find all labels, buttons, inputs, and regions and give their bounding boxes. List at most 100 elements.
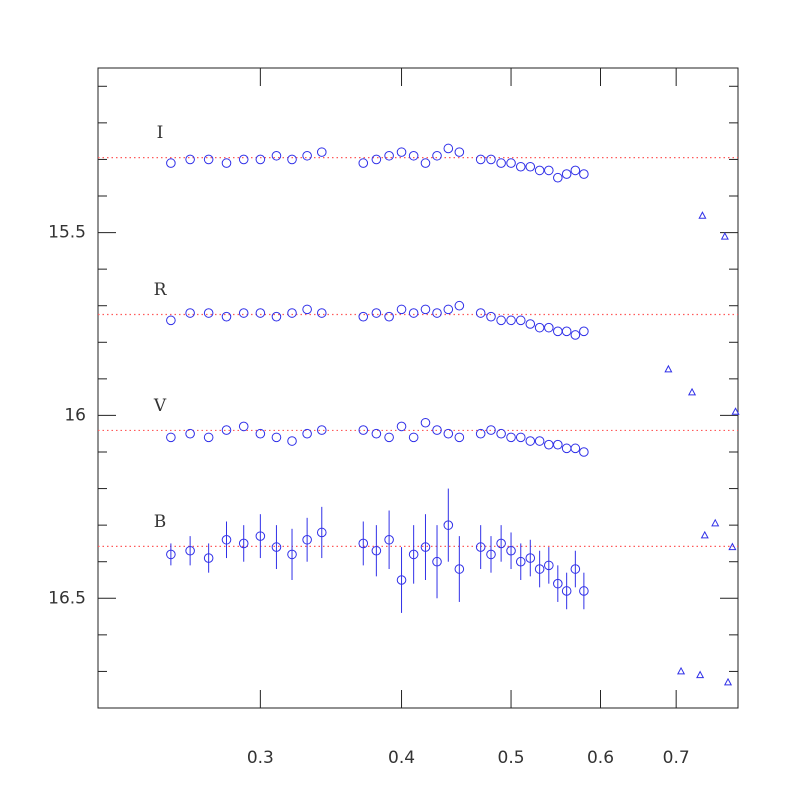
data-point — [454, 300, 465, 311]
data-point — [454, 147, 465, 157]
data-point — [544, 560, 554, 571]
data-point — [384, 432, 394, 443]
x-tick-label: 0.3 — [247, 748, 274, 768]
data-point — [203, 154, 214, 165]
data-point — [420, 542, 431, 552]
data-point — [166, 315, 176, 326]
comparison-point — [731, 407, 740, 415]
data-point — [408, 150, 419, 161]
data-point — [443, 304, 454, 315]
data-point — [358, 538, 369, 549]
data-point — [506, 432, 516, 443]
data-point — [185, 308, 195, 318]
data-point — [515, 556, 526, 567]
data-point — [506, 315, 516, 326]
data-point — [287, 154, 297, 165]
data-point — [579, 586, 589, 596]
comparison-point — [720, 232, 729, 240]
data-point — [443, 520, 454, 530]
data-point — [371, 154, 382, 165]
data-point — [166, 432, 176, 443]
data-point — [255, 531, 266, 541]
data-point — [271, 150, 282, 161]
data-point — [579, 326, 589, 337]
data-point — [238, 538, 249, 549]
comparison-point — [677, 666, 686, 675]
data-point — [561, 586, 572, 596]
x-tick-label: 0.6 — [587, 748, 614, 768]
data-point — [553, 172, 563, 183]
data-point — [525, 161, 536, 172]
data-point — [506, 158, 516, 168]
data-point — [561, 443, 572, 454]
data-point — [396, 304, 407, 315]
data-point — [221, 425, 232, 435]
data-point — [371, 428, 382, 439]
data-point — [486, 154, 496, 165]
data-point — [302, 304, 312, 315]
data-point — [396, 147, 407, 157]
data-point — [396, 575, 407, 585]
data-point — [271, 311, 282, 322]
data-point — [203, 308, 214, 318]
comparison-point — [700, 530, 709, 539]
data-point — [579, 447, 589, 457]
band-label: I — [157, 123, 164, 143]
data-point — [203, 553, 214, 563]
data-point — [287, 436, 297, 446]
data-point — [185, 154, 195, 165]
data-point — [579, 169, 589, 179]
data-point — [432, 556, 442, 567]
y-tick-label: 16 — [64, 405, 86, 425]
data-point — [432, 425, 442, 435]
data-point — [475, 154, 486, 165]
data-point — [496, 428, 506, 439]
data-point — [408, 432, 419, 443]
data-point — [255, 154, 266, 165]
comparison-point — [711, 518, 720, 527]
data-point — [302, 534, 312, 545]
data-point — [287, 308, 297, 318]
data-point — [271, 542, 282, 552]
data-point — [302, 428, 312, 439]
data-point — [420, 158, 431, 168]
comparison-point — [723, 677, 733, 686]
data-point — [316, 308, 327, 318]
data-point — [534, 322, 545, 333]
data-point — [287, 549, 297, 560]
data-point — [185, 428, 195, 439]
plot-frame — [97, 67, 739, 709]
data-point — [420, 304, 431, 315]
data-point — [420, 417, 431, 428]
data-point — [496, 315, 506, 326]
data-point — [166, 158, 176, 168]
y-tick-label: 16.5 — [48, 588, 86, 608]
data-point — [238, 308, 249, 318]
data-point — [475, 308, 486, 318]
data-point — [408, 308, 419, 318]
data-point — [396, 421, 407, 432]
data-point — [525, 553, 536, 563]
data-point — [358, 311, 369, 322]
x-tick-label: 0.5 — [498, 748, 525, 768]
data-point — [316, 147, 327, 157]
comparison-point — [696, 670, 705, 679]
data-point — [561, 326, 572, 337]
data-point — [496, 538, 506, 549]
data-point — [371, 545, 382, 556]
data-point — [475, 542, 486, 552]
comparison-point — [687, 387, 697, 396]
data-point — [238, 154, 249, 165]
comparison-point — [698, 211, 707, 219]
band-label: B — [154, 512, 167, 532]
data-point — [221, 534, 232, 545]
comparison-point — [728, 542, 737, 551]
data-point — [486, 549, 496, 560]
data-point — [553, 326, 563, 337]
band-label: R — [154, 280, 168, 300]
data-point — [544, 322, 554, 333]
data-point — [302, 150, 312, 161]
data-point — [408, 549, 419, 560]
data-point — [534, 436, 545, 446]
